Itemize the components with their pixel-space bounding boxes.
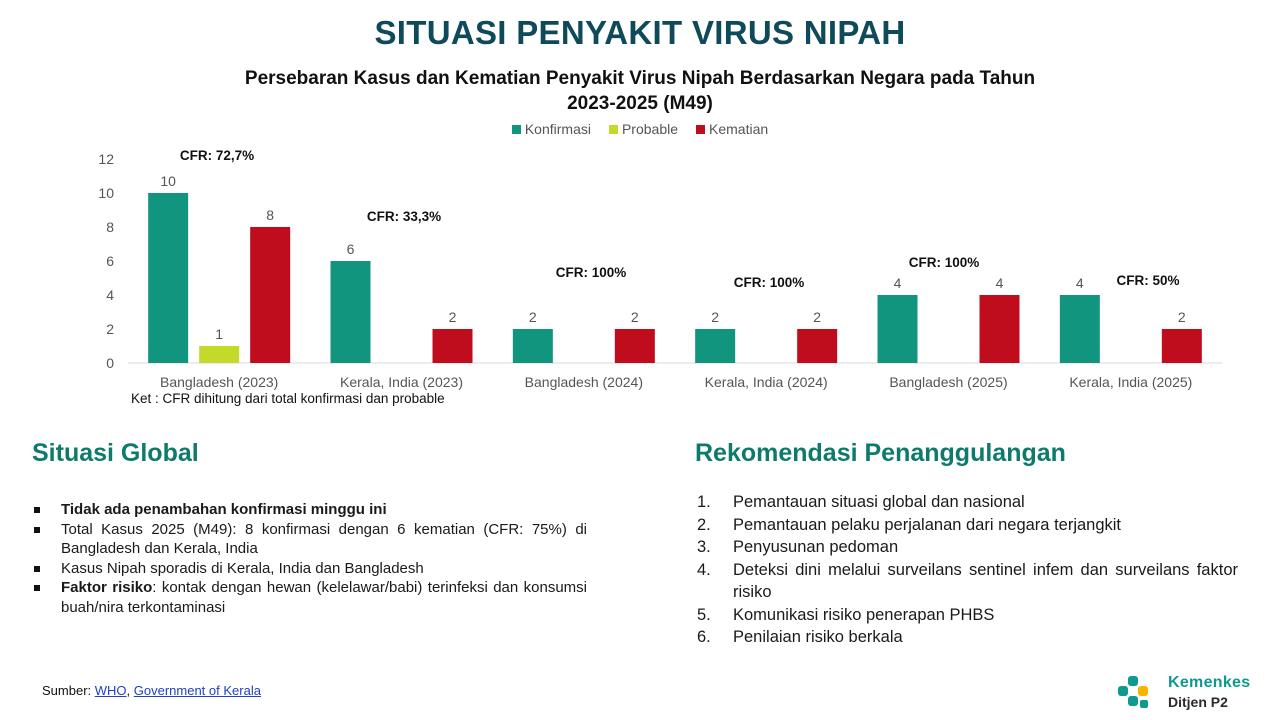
link-separator: , <box>126 683 134 698</box>
y-tick-label: 6 <box>106 253 114 269</box>
chart-note: Ket : CFR dihitung dari total konfirmasi… <box>131 391 445 406</box>
bar-konfirmasi <box>695 329 736 363</box>
item-text: Pemantauan pelaku perjalanan dari negara… <box>733 515 1122 534</box>
chart-legend: Konfirmasi Probable Kematian <box>0 121 1280 137</box>
bar-konfirmasi <box>1059 295 1100 363</box>
recommendations-title: Rekomendasi Penanggulangan <box>695 439 1066 467</box>
bar-kematian <box>614 329 655 363</box>
list-item: Tidak ada penambahan konfirmasi minggu i… <box>32 500 587 520</box>
item-text: Penyusunan pedoman <box>733 538 899 556</box>
item-text: Pemantauan situasi global dan nasional <box>733 493 1025 511</box>
global-situation-title: Situasi Global <box>32 439 199 467</box>
x-tick-label: Bangladesh (2023) <box>160 374 278 390</box>
bar-kematian <box>1161 329 1202 363</box>
source-label: Sumber: <box>42 683 95 698</box>
cfr-annotation: CFR: 100% <box>734 275 805 290</box>
legend-item-probable: Probable <box>608 121 679 137</box>
x-tick-label: Bangladesh (2025) <box>889 374 1007 390</box>
cfr-annotation: CFR: 33,3% <box>367 209 441 224</box>
chart-title: Persebaran Kasus dan Kematian Penyakit V… <box>244 68 1036 114</box>
data-label: 1 <box>215 326 223 342</box>
bullet-text: Kasus Nipah sporadis di Kerala, India da… <box>61 559 424 577</box>
page-title: SITUASI PENYAKIT VIRUS NIPAH <box>374 14 906 51</box>
legend-label-konfirmasi: Konfirmasi <box>524 121 591 137</box>
cfr-annotation: CFR: 72,7% <box>180 148 254 163</box>
item-text: Deteksi dini melalui surveilans sentinel… <box>733 560 1238 602</box>
legend-label-probable: Probable <box>621 121 679 137</box>
bar-chart: 0 2 4 6 8 10 12 Bangladesh (2023) 10 1 8 CFR: 72,7%… <box>98 148 1222 390</box>
recommendations-list: 1. Pemantauan situasi global dan nasional… <box>697 491 1238 649</box>
item-number: 6. <box>697 628 711 646</box>
data-label: 2 <box>529 309 537 325</box>
bar-konfirmasi <box>877 295 918 363</box>
bar-kematian <box>250 227 291 363</box>
y-tick-label: 8 <box>106 219 114 235</box>
y-tick-label: 2 <box>106 321 114 337</box>
data-label: 10 <box>160 173 176 189</box>
government-of-kerala-link[interactable]: Government of Kerala <box>133 683 261 698</box>
y-tick-label: 12 <box>98 151 114 167</box>
list-item: Kasus Nipah sporadis di Kerala, India da… <box>32 559 587 579</box>
cfr-annotation: CFR: 50% <box>1116 273 1179 288</box>
data-label: 2 <box>449 309 457 325</box>
who-link[interactable]: WHO <box>94 683 127 698</box>
global-situation-list: Tidak ada penambahan konfirmasi minggu i… <box>32 500 587 617</box>
kemenkes-logo: Kemenkes Ditjen P2 <box>1116 674 1276 714</box>
item-number: 5. <box>697 605 711 624</box>
bar-konfirmasi <box>512 329 553 363</box>
legend-item-konfirmasi: Konfirmasi <box>511 121 591 137</box>
legend-swatch-kematian <box>696 124 706 134</box>
item-text: Komunikasi risiko penerapan PHBS <box>733 605 995 624</box>
cfr-annotation: CFR: 100% <box>909 255 980 270</box>
item-number: 2. <box>697 515 711 534</box>
logo-subtitle: Ditjen P2 <box>1168 694 1228 710</box>
data-label: 2 <box>631 309 639 325</box>
list-item: Faktor risiko: kontak dengan hewan (kele… <box>32 578 587 617</box>
data-label: 2 <box>813 309 821 325</box>
list-item: 5. Komunikasi risiko penerapan PHBS <box>697 604 1238 627</box>
bar-kematian <box>979 295 1020 363</box>
data-label: 2 <box>711 309 719 325</box>
bullet-text: Total Kasus 2025 (M49): 8 konfirmasi den… <box>61 520 587 558</box>
y-tick-label: 4 <box>106 287 114 303</box>
bullet-text: : kontak dengan hewan (kelelawar/babi) t… <box>61 579 587 616</box>
logo-name: Kemenkes <box>1168 674 1251 691</box>
bullet-bold-text: Faktor risiko <box>61 579 153 596</box>
list-item: 1. Pemantauan situasi global dan nasional <box>697 491 1238 514</box>
x-tick-label: Bangladesh (2024) <box>525 374 643 390</box>
legend-item-kematian: Kematian <box>696 121 768 137</box>
data-label: 4 <box>1076 275 1084 291</box>
kemenkes-logo-icon <box>1118 676 1148 708</box>
cfr-annotation: CFR: 100% <box>556 265 627 280</box>
bullet-bold-text: Tidak ada penambahan konfirmasi minggu i… <box>61 501 387 518</box>
list-item: 4. Deteksi dini melalui surveilans sentin… <box>697 559 1238 604</box>
data-label: 4 <box>894 275 902 291</box>
data-label: 8 <box>266 207 274 223</box>
source-line: Sumber: WHO, Government of Kerala <box>42 683 261 698</box>
bar-kematian <box>432 329 473 363</box>
item-number: 1. <box>697 493 711 511</box>
list-item: 6. Penilaian risiko berkala <box>697 626 1238 649</box>
bar-kematian <box>797 329 838 363</box>
list-item: 2. Pemantauan pelaku perjalanan dari nega… <box>697 514 1238 537</box>
data-label: 4 <box>996 275 1004 291</box>
legend-swatch-probable <box>608 124 618 134</box>
bar-probable <box>199 346 240 363</box>
item-text: Penilaian risiko berkala <box>733 628 903 646</box>
y-tick-label: 0 <box>106 355 114 371</box>
data-label: 2 <box>1178 309 1186 325</box>
bar-konfirmasi <box>330 261 371 363</box>
x-tick-label: Kerala, India (2025) <box>1069 374 1192 390</box>
y-tick-label: 10 <box>98 185 114 201</box>
list-item: Total Kasus 2025 (M49): 8 konfirmasi den… <box>32 520 587 559</box>
item-number: 3. <box>697 538 711 556</box>
data-label: 6 <box>347 241 355 257</box>
item-number: 4. <box>697 560 711 579</box>
legend-label-kematian: Kematian <box>709 121 769 137</box>
x-tick-label: Kerala, India (2024) <box>705 374 828 390</box>
list-item: 3. Penyusunan pedoman <box>697 536 1238 559</box>
bar-konfirmasi <box>148 193 189 363</box>
legend-swatch-konfirmasi <box>511 124 521 134</box>
x-tick-label: Kerala, India (2023) <box>340 374 463 390</box>
